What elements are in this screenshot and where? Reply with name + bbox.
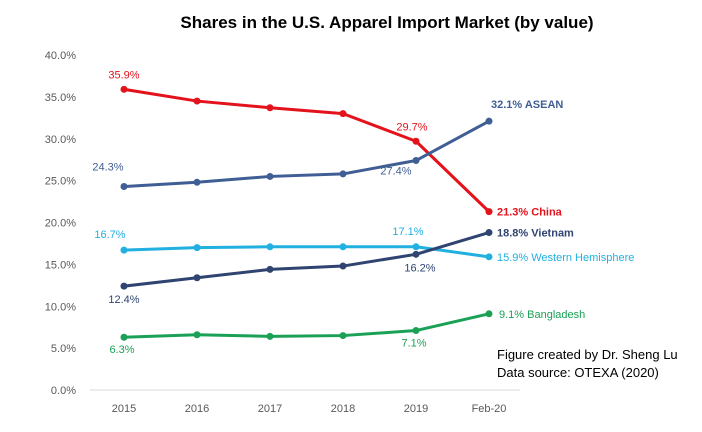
x-axis: 2015 2016 2017 2018 2019 Feb-20 — [112, 403, 507, 415]
series-end-label: 32.1% ASEAN — [491, 99, 563, 111]
data-point — [120, 282, 128, 290]
y-tick-label: 5.0% — [51, 343, 76, 355]
data-point — [412, 157, 420, 165]
series-western-hemisphere: 16.7% 17.1% 15.9% Western Hemisphere — [94, 226, 634, 264]
x-tick-label: 2017 — [258, 403, 282, 415]
data-point — [266, 265, 274, 273]
data-label: 35.9% — [108, 69, 139, 81]
data-point — [193, 274, 201, 282]
data-label: 16.2% — [404, 262, 435, 274]
data-point — [339, 332, 347, 340]
series-line — [122, 231, 491, 288]
series-end-label: 21.3% China — [497, 207, 563, 219]
data-point — [485, 253, 493, 261]
data-point — [120, 246, 128, 254]
y-axis: 0.0% 5.0% 10.0% 15.0% 20.0% 25.0% 30.0% 35.0% 40… — [45, 50, 76, 397]
data-point — [193, 244, 201, 252]
data-label: 17.1% — [392, 226, 423, 238]
series-bangladesh: 6.3% 7.1% 9.1% Bangladesh — [109, 309, 585, 356]
y-tick-label: 25.0% — [45, 176, 76, 188]
data-point — [412, 250, 420, 258]
series-layer: 35.9% 29.7% 21.3% China 24.3% 27.4% 32.1% ASE… — [92, 69, 634, 356]
data-point — [120, 85, 128, 93]
data-point — [120, 333, 128, 341]
y-tick-label: 10.0% — [45, 301, 76, 313]
data-point — [266, 332, 274, 340]
data-point — [193, 178, 201, 186]
data-point — [193, 97, 201, 105]
chart-title: Shares in the U.S. Apparel Import Market… — [180, 13, 593, 32]
data-label: 12.4% — [108, 294, 139, 306]
y-tick-label: 20.0% — [45, 218, 76, 230]
data-label: 7.1% — [401, 338, 426, 350]
data-point — [266, 243, 274, 251]
series-line — [122, 312, 491, 339]
source-note-author: Figure created by Dr. Sheng Lu — [497, 347, 678, 362]
series-line — [122, 245, 491, 259]
data-point — [485, 117, 493, 125]
series-china: 35.9% 29.7% 21.3% China — [108, 69, 562, 218]
y-tick-label: 40.0% — [45, 50, 76, 62]
x-tick-label: Feb-20 — [472, 403, 507, 415]
series-end-label: 18.8% Vietnam — [497, 228, 574, 240]
series-end-label: 15.9% Western Hemisphere — [497, 252, 634, 264]
series-asean: 24.3% 27.4% 32.1% ASEAN — [92, 99, 563, 190]
data-point — [485, 208, 493, 216]
data-label: 27.4% — [380, 166, 411, 178]
y-tick-label: 0.0% — [51, 385, 76, 397]
x-tick-label: 2015 — [112, 403, 136, 415]
data-point — [339, 262, 347, 270]
data-point — [485, 310, 493, 318]
data-point — [193, 331, 201, 339]
data-point — [339, 170, 347, 178]
y-tick-label: 15.0% — [45, 259, 76, 271]
y-tick-label: 30.0% — [45, 134, 76, 146]
data-point — [412, 243, 420, 251]
data-label: 29.7% — [396, 121, 427, 133]
x-tick-label: 2016 — [185, 403, 209, 415]
series-vietnam: 12.4% 16.2% 18.8% Vietnam — [108, 228, 574, 307]
x-tick-label: 2018 — [331, 403, 355, 415]
source-note-data: Data source: OTEXA (2020) — [497, 365, 659, 380]
data-point — [485, 229, 493, 237]
data-label: 16.7% — [94, 229, 125, 241]
data-point — [120, 182, 128, 190]
y-tick-label: 35.0% — [45, 92, 76, 104]
data-point — [339, 243, 347, 251]
series-end-label: 9.1% Bangladesh — [499, 309, 585, 321]
data-label: 6.3% — [109, 344, 134, 356]
x-tick-label: 2019 — [404, 403, 428, 415]
data-point — [266, 172, 274, 180]
data-label: 24.3% — [92, 161, 123, 173]
data-point — [339, 110, 347, 118]
data-point — [412, 327, 420, 335]
series-line — [122, 119, 491, 188]
data-point — [266, 104, 274, 112]
data-point — [412, 137, 420, 145]
